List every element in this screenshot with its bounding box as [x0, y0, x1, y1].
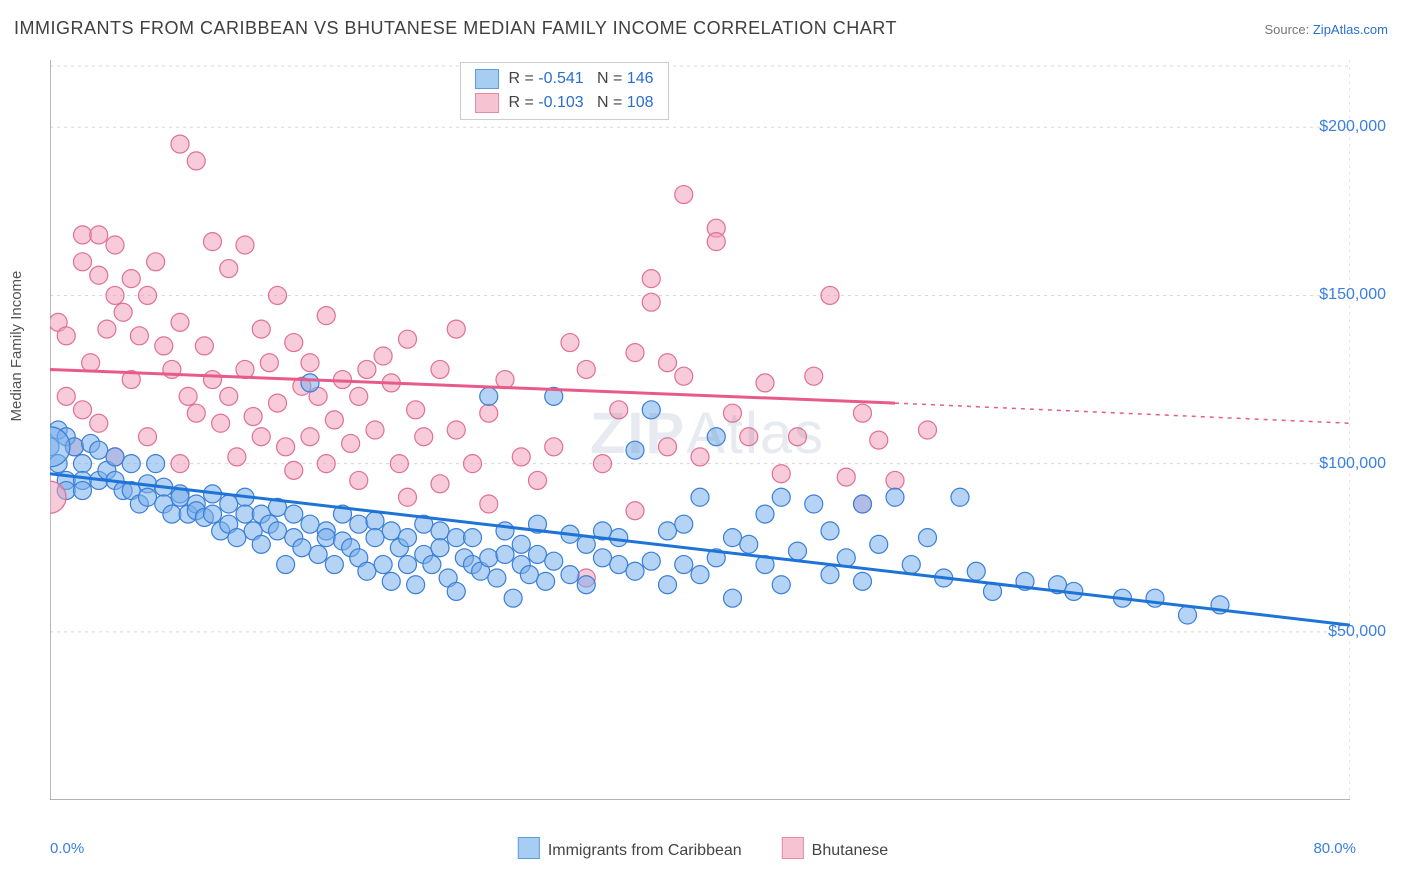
y-tick-label: $50,000	[1328, 623, 1386, 641]
x-axis-min-label: 0.0%	[50, 840, 84, 857]
legend-stats: R = -0.103 N = 108	[509, 91, 654, 115]
correlation-legend: R = -0.541 N = 146R = -0.103 N = 108	[460, 62, 669, 120]
y-axis-label: Median Family Income	[8, 271, 25, 422]
legend-swatch	[782, 837, 804, 859]
plot-area: ZIPAtlas R = -0.541 N = 146R = -0.103 N …	[50, 60, 1350, 800]
legend-label: Bhutanese	[812, 842, 889, 859]
y-tick-label: $100,000	[1319, 455, 1386, 473]
source-attribution: Source: ZipAtlas.com	[1264, 22, 1388, 37]
x-axis-max-label: 80.0%	[1313, 840, 1356, 857]
legend-swatch	[518, 837, 540, 859]
legend-label: Immigrants from Caribbean	[548, 842, 742, 859]
legend-swatch	[475, 69, 499, 89]
legend-item: Immigrants from Caribbean	[518, 837, 742, 860]
scatter-chart-svg	[50, 60, 1350, 800]
chart-title: IMMIGRANTS FROM CARIBBEAN VS BHUTANESE M…	[14, 18, 897, 39]
source-prefix: Source:	[1264, 22, 1312, 37]
legend-row: R = -0.103 N = 108	[475, 91, 654, 115]
legend-row: R = -0.541 N = 146	[475, 67, 654, 91]
legend-stats: R = -0.541 N = 146	[509, 67, 654, 91]
y-tick-label: $200,000	[1319, 118, 1386, 136]
series-legend: Immigrants from Caribbean Bhutanese	[518, 837, 888, 860]
legend-item: Bhutanese	[782, 837, 889, 860]
source-link[interactable]: ZipAtlas.com	[1313, 22, 1388, 37]
legend-swatch	[475, 93, 499, 113]
y-tick-label: $150,000	[1319, 286, 1386, 304]
